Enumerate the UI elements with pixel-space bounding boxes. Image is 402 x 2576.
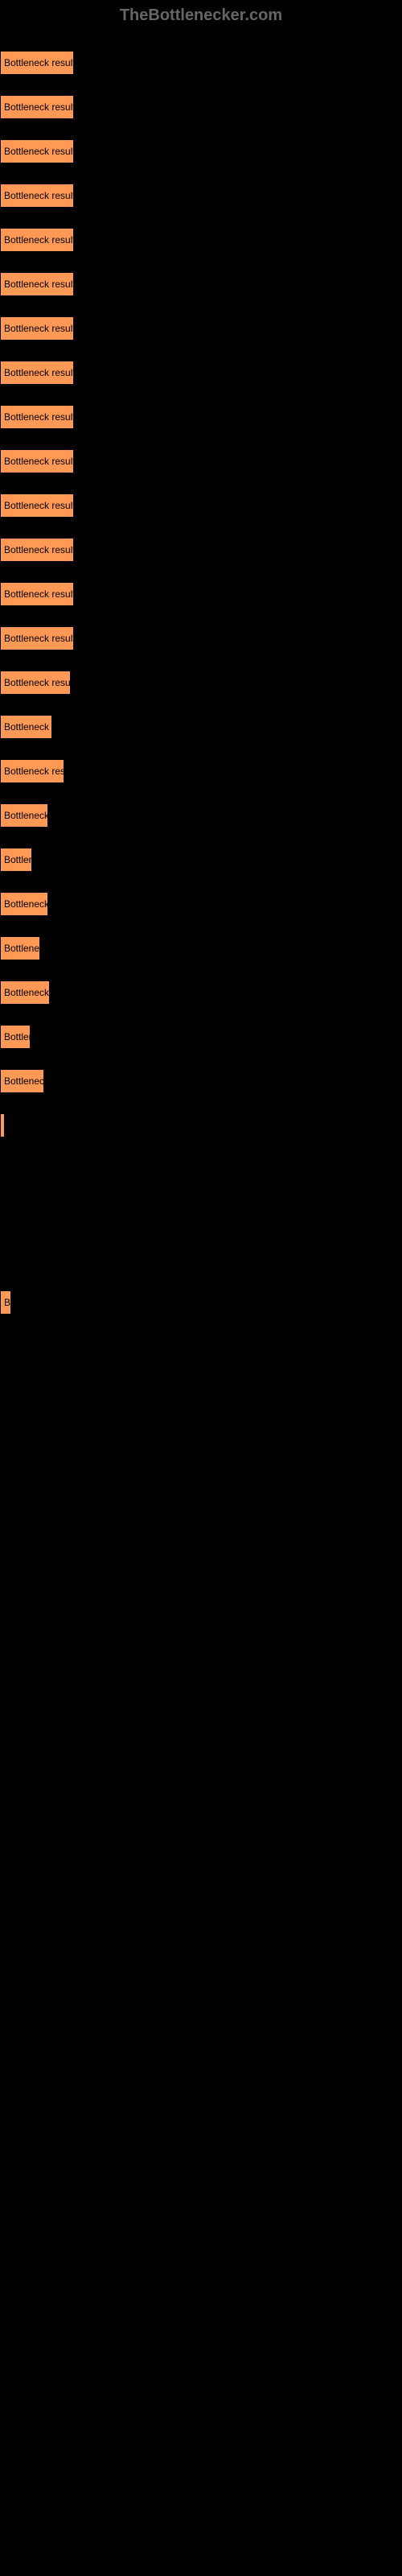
chart-bar: Bottleneck result (0, 759, 64, 783)
site-header: TheBottlenecker.com (0, 0, 402, 31)
chart-bar: Bottleneck result (0, 715, 52, 739)
chart-bar: Bottleneck result (0, 848, 32, 872)
chart-bar: Bottleneck result (0, 228, 74, 252)
chart-bar: Bottleneck result (0, 316, 74, 341)
chart-bar: Bottleneck result (0, 1025, 31, 1049)
chart-bar: Bottleneck result (0, 626, 74, 650)
chart-bar: Bottleneck result (0, 405, 74, 429)
chart-bar: Bottleneck result (0, 361, 74, 385)
bar-chart-container: Bottleneck result Bottleneck result Bottle… (0, 31, 402, 2567)
chart-bar: Bottleneck result (0, 1069, 44, 1093)
chart-bar: Bottleneck result (0, 671, 71, 695)
chart-bar: Bottleneck result (0, 892, 48, 916)
chart-bar: Bottleneck result (0, 582, 74, 606)
chart-bar: Bottleneck result (0, 1113, 5, 1137)
chart-bar: Bottleneck result (0, 184, 74, 208)
chart-bar: Bottleneck result (0, 272, 74, 296)
chart-bar: Bottleneck result (0, 95, 74, 119)
chart-bar: Bottleneck result (0, 449, 74, 473)
chart-bar: Bottleneck result (0, 980, 50, 1005)
chart-bar: Bottleneck result (0, 803, 48, 828)
site-title: TheBottlenecker.com (120, 6, 282, 24)
chart-bar: Bottleneck result (0, 1290, 11, 1315)
chart-bar: Bottleneck result (0, 139, 74, 163)
chart-bar: Bottleneck result (0, 493, 74, 518)
chart-bar: Bottleneck result (0, 51, 74, 75)
chart-bar: Bottleneck result (0, 538, 74, 562)
chart-bar: Bottleneck result (0, 936, 40, 960)
